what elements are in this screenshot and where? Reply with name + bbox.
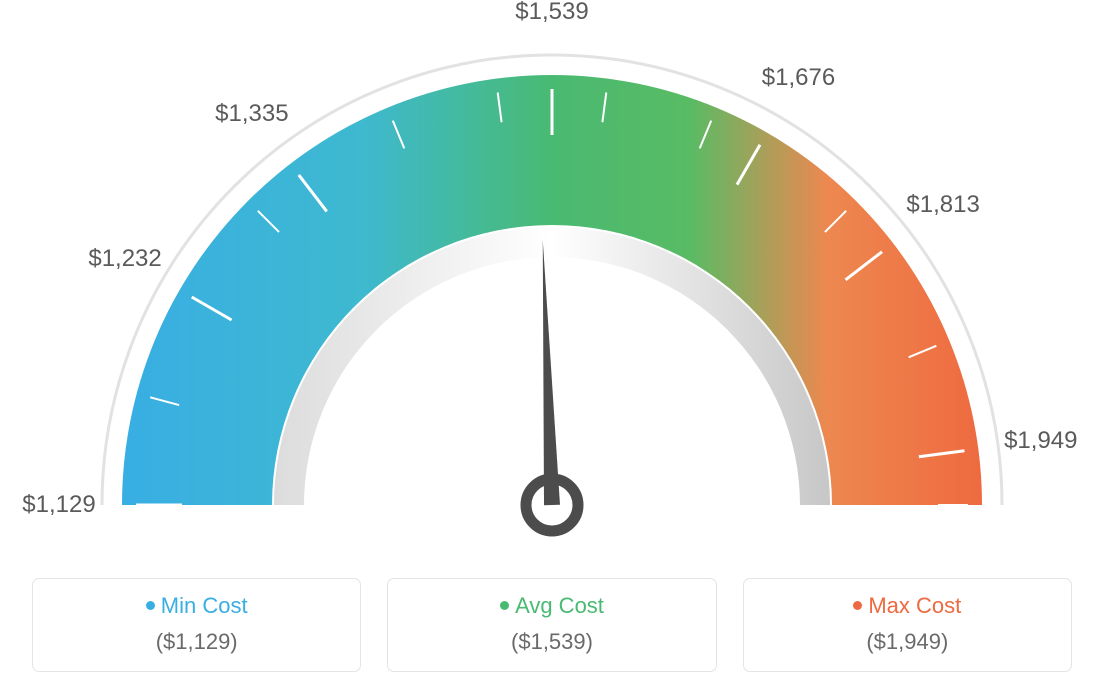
tick-label: $1,335 [215, 100, 288, 128]
legend-dot-icon [500, 601, 509, 610]
legend-dot-icon [853, 601, 862, 610]
tick-label: $1,129 [22, 491, 95, 519]
tick-label: $1,949 [1004, 427, 1077, 455]
gauge-svg [0, 0, 1104, 560]
legend-value: ($1,949) [744, 629, 1071, 655]
legend-row: Min Cost ($1,129) Avg Cost ($1,539) Max Cost… [32, 578, 1072, 672]
tick-label: $1,539 [515, 0, 588, 26]
legend-card-min-cost: Min Cost ($1,129) [32, 578, 361, 672]
legend-title: Min Cost [33, 593, 360, 619]
legend-title-text: Avg Cost [515, 593, 604, 618]
legend-title-text: Max Cost [868, 593, 961, 618]
gauge-needle [543, 240, 560, 505]
tick-label: $1,676 [762, 64, 835, 92]
gauge-chart: $1,129 $1,232 $1,335 $1,539 $1,676 $1,813 $1,9… [0, 0, 1104, 560]
legend-card-max-cost: Max Cost ($1,949) [743, 578, 1072, 672]
legend-title-text: Min Cost [161, 593, 248, 618]
legend-dot-icon [146, 601, 155, 610]
tick-label: $1,813 [906, 191, 979, 219]
legend-card-avg-cost: Avg Cost ($1,539) [387, 578, 716, 672]
legend-title: Avg Cost [388, 593, 715, 619]
legend-title: Max Cost [744, 593, 1071, 619]
legend-value: ($1,129) [33, 629, 360, 655]
legend-value: ($1,539) [388, 629, 715, 655]
tick-label: $1,232 [88, 245, 161, 273]
